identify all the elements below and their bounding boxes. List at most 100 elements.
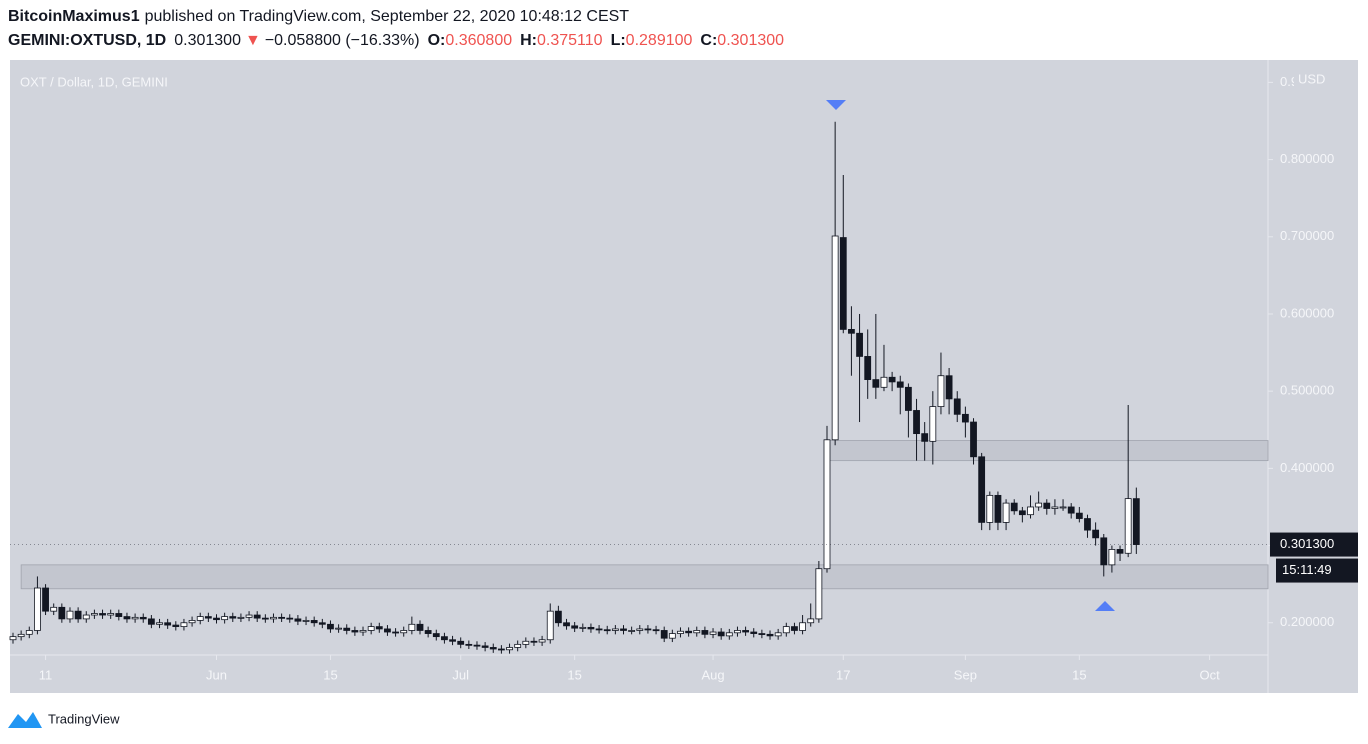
symbol-line: GEMINI:OXTUSD, 1D 0.301300 ▼ −0.058800 (−16… <box>8 32 784 49</box>
logo: TradingView <box>8 711 120 728</box>
candle-body-down <box>115 613 123 617</box>
candle-body-down <box>392 631 399 634</box>
candle-body-down <box>595 628 603 631</box>
y-tick-label: 0.200000 <box>1280 614 1334 629</box>
x-tick-label: Sep <box>954 667 977 682</box>
x-tick-label: Aug <box>701 667 724 682</box>
candle-body-down <box>921 433 929 442</box>
candle-body-down <box>953 398 961 415</box>
support-zone <box>826 440 1269 462</box>
unit-label: USD <box>1298 71 1325 86</box>
candle-body-down <box>42 587 49 612</box>
candle-body-up <box>734 630 741 634</box>
author: BitcoinMaximus1 <box>8 8 140 25</box>
candle-body-up <box>693 630 701 634</box>
candle-body-down <box>888 376 896 383</box>
candle-body-up <box>50 606 58 612</box>
candle-body-up <box>823 439 831 570</box>
ohlc-value: 0.375110 <box>537 32 603 49</box>
candle-body-up <box>221 616 229 621</box>
x-tick-label: 15 <box>567 667 581 682</box>
x-tick-label: Oct <box>1199 667 1220 682</box>
candle-body-down <box>652 629 660 632</box>
candle-body-down <box>913 410 920 435</box>
ohlc-label: L: <box>611 32 626 49</box>
candle-body-up <box>774 632 782 637</box>
plot-area <box>9 121 1269 654</box>
candle-body-up <box>636 628 644 631</box>
ohlc-label: O: <box>428 32 446 49</box>
candle-body-up <box>709 631 717 635</box>
candle-body-down <box>286 617 294 620</box>
candle-body-up <box>522 640 530 645</box>
candle-body-up <box>1124 498 1132 554</box>
countdown: 15:11:49 <box>1282 562 1332 577</box>
candle-body-up <box>579 626 587 629</box>
candle-body-down <box>58 606 66 620</box>
candle-body-down <box>970 421 977 458</box>
candle-body-down <box>872 379 880 388</box>
candle-body-down <box>1043 502 1051 509</box>
candle-body-down <box>1092 529 1100 539</box>
header-line: BitcoinMaximus1 published on TradingView.… <box>8 8 629 25</box>
candle-body-down <box>473 644 481 647</box>
candle-body-down <box>758 633 766 635</box>
candle-body-down <box>620 628 627 631</box>
candle-body-up <box>1035 502 1043 508</box>
candle-body-up <box>668 633 676 639</box>
candle-body-down <box>563 622 570 627</box>
candle-body-up <box>188 620 196 624</box>
candle-body-up <box>506 647 513 651</box>
bottom-marker <box>1095 601 1115 611</box>
x-tick-label: 15 <box>1072 667 1086 682</box>
candle-body-down <box>139 616 147 620</box>
candle-body-up <box>611 628 619 631</box>
x-tick-label: 15 <box>323 667 337 682</box>
candle-body-down <box>384 628 391 633</box>
symbol: GEMINI:OXTUSD, 1D <box>8 32 166 49</box>
x-tick-label: Jul <box>452 667 469 682</box>
candle-body-down <box>172 624 180 628</box>
candle-body-down <box>742 630 749 633</box>
candle-body-up <box>237 616 245 619</box>
candle-body-down <box>99 613 106 616</box>
candle-body-down <box>497 648 505 651</box>
candle-body-down <box>864 356 872 380</box>
candle-body-down <box>701 630 709 635</box>
candle-body-down <box>294 618 302 622</box>
x-tick-label: 17 <box>836 667 850 682</box>
candle-body-down <box>449 639 456 642</box>
candle-body-down <box>424 630 432 634</box>
candle-body-down <box>587 626 595 630</box>
axes: 0.2000000.3000000.4000000.5000000.600000… <box>39 74 1358 682</box>
candle-body-up <box>107 613 115 616</box>
candle-body-down <box>327 623 334 630</box>
candle-body-down <box>343 627 351 631</box>
candle-body-up <box>156 622 163 625</box>
candle-body-down <box>856 332 863 357</box>
candle-body-up <box>782 626 790 634</box>
candle-body-up <box>880 376 888 388</box>
candle-body-up <box>986 494 994 523</box>
candle-body-down <box>1010 502 1018 512</box>
candle-body-down <box>750 631 758 634</box>
unit-background <box>1294 70 1336 90</box>
price: 0.301300 <box>174 32 241 49</box>
candle-body-down <box>441 636 448 641</box>
candle-body-up <box>408 623 416 631</box>
candle-body-down <box>74 610 82 620</box>
top-marker <box>826 100 846 110</box>
candle-body-up <box>302 620 310 622</box>
candle-body-down <box>1067 506 1075 514</box>
candle-body-down <box>530 640 538 643</box>
candle-body-down <box>644 628 652 631</box>
candle-body-down <box>961 413 969 423</box>
last-price-badge <box>1270 532 1358 557</box>
candle-body-down <box>791 626 798 631</box>
candle-body-up <box>831 235 839 441</box>
candle-body-up <box>677 630 684 634</box>
candle-body-down <box>278 616 286 619</box>
candle-body-down <box>571 625 579 629</box>
